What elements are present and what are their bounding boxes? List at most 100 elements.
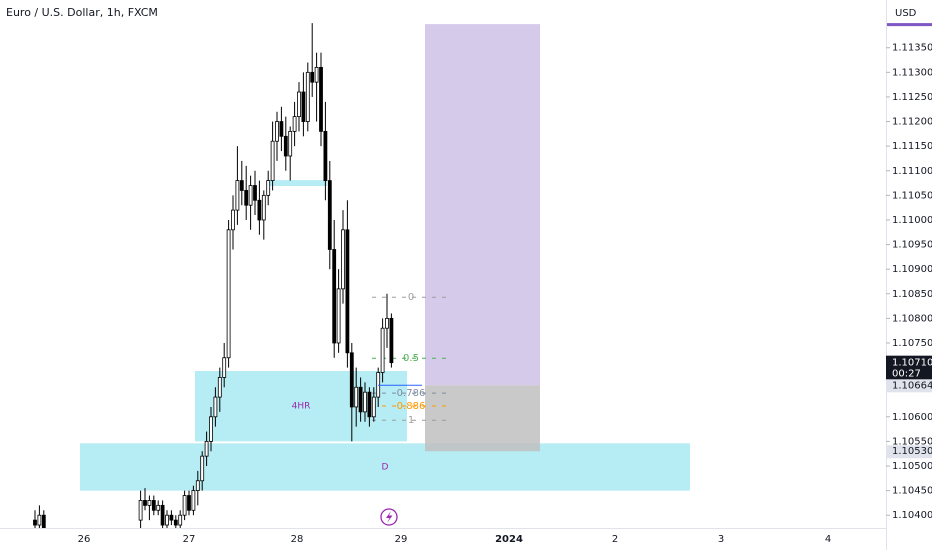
candle-body [191, 490, 196, 511]
candle-body [222, 357, 227, 378]
candle-body [160, 504, 165, 526]
countdown-label: 00:27 [892, 369, 921, 380]
candle-body [270, 140, 275, 181]
y-tick-label: 1.10550 [892, 436, 932, 447]
candle-body [213, 396, 218, 418]
candle-body [187, 495, 191, 511]
candle-body [253, 185, 257, 201]
candle-body [367, 391, 372, 418]
y-tick-label: 1.11000 [892, 215, 932, 226]
candle-body [200, 455, 205, 482]
candle-body [235, 180, 240, 211]
candle-body [182, 495, 187, 516]
y-tick-label: 1.11350 [892, 43, 932, 54]
candle-body [336, 288, 341, 344]
x-tick-label: 4 [825, 534, 831, 545]
entry-price-box [886, 379, 932, 393]
candle-body [292, 116, 297, 132]
plot-area: 4HR D 0 0.5 0.786 0.886 1 [33, 23, 690, 528]
zone [270, 180, 327, 187]
y-tick-label: 1.10850 [892, 289, 932, 300]
stop-price-box [886, 445, 932, 459]
candle-body [257, 199, 262, 221]
candle-body [363, 391, 367, 413]
candle-body [244, 190, 249, 206]
candle-body [151, 500, 156, 511]
candle-body [358, 386, 363, 413]
candle-body [217, 377, 222, 398]
candle-body [332, 249, 337, 344]
candle-body [371, 396, 376, 418]
x-tick-label: 2 [612, 534, 618, 545]
zone [195, 371, 407, 442]
candle-body [305, 71, 310, 122]
candle-body [204, 440, 209, 457]
stop-price-label: 1.10530 [892, 446, 932, 457]
candle-body [209, 416, 213, 442]
y-tick-label: 1.11300 [892, 67, 932, 78]
target-zone [425, 24, 540, 386]
candle-body [345, 229, 350, 354]
candle-body [327, 180, 332, 250]
y-tick-label: 1.10500 [892, 461, 932, 472]
candle-body [138, 500, 143, 521]
candle-body [380, 327, 385, 373]
y-tick-label: 1.10750 [892, 338, 932, 349]
candle-body [323, 130, 328, 181]
fib-label: 0 [408, 292, 414, 303]
candle-body [147, 500, 152, 506]
candle-body [231, 209, 235, 231]
candle-body [297, 91, 301, 118]
y-tick-label: 1.10400 [892, 510, 932, 521]
alert-icon[interactable] [380, 508, 398, 526]
zone-label: 4HR [292, 402, 311, 412]
x-tick-label: 27 [183, 534, 196, 545]
zone-label: D [382, 462, 389, 472]
x-tick-label: 28 [291, 534, 304, 545]
chart-title: Euro / U.S. Dollar, 1h, FXCM [6, 6, 158, 19]
y-tick-label: 1.10450 [892, 486, 932, 497]
y-tick-label: 1.11150 [892, 141, 932, 152]
y-tick-label: 1.10600 [892, 412, 932, 423]
candle-body [195, 480, 200, 492]
y-tick-label: 1.10800 [892, 313, 932, 324]
entry-price-label: 1.10664 [892, 380, 932, 391]
candle-body [178, 514, 183, 526]
y-tick-label: 1.10950 [892, 240, 932, 251]
x-tick-label: 29 [395, 534, 408, 545]
candle-body [314, 67, 319, 83]
candle-body [288, 130, 293, 157]
candle-body [37, 514, 42, 526]
candle-body [41, 514, 46, 528]
candle-body [283, 135, 288, 157]
last-price-box [886, 355, 932, 380]
candle-body [389, 317, 394, 364]
candle-body [301, 91, 306, 122]
candle-body [33, 519, 37, 526]
candle-body [275, 121, 279, 142]
x-tick-label: 3 [718, 534, 724, 545]
candle-body [143, 500, 147, 506]
stop-zone [425, 385, 540, 452]
currency-label[interactable]: USD [895, 8, 917, 19]
candle-body [156, 504, 161, 511]
candle-body [385, 317, 389, 329]
candle-body [319, 67, 323, 132]
y-tick-label: 1.11200 [892, 117, 932, 128]
x-tick-label: 2024 [495, 534, 523, 545]
candle-body [349, 352, 354, 408]
candle-body [165, 514, 169, 526]
candle-body [341, 229, 345, 290]
candle-body [169, 514, 174, 521]
candle-body [239, 180, 244, 191]
candle-body [173, 519, 178, 526]
candle-body [248, 185, 253, 206]
zone [80, 443, 690, 491]
candle-body [266, 180, 271, 196]
candle-body [226, 229, 231, 359]
y-tick-label: 1.11250 [892, 92, 932, 103]
last-price-label: 1.10710 [892, 358, 932, 369]
candle-body [261, 194, 266, 221]
candle-body [310, 71, 315, 83]
